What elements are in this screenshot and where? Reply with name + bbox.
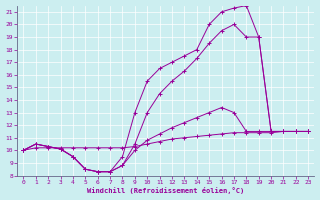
X-axis label: Windchill (Refroidissement éolien,°C): Windchill (Refroidissement éolien,°C): [87, 187, 244, 194]
